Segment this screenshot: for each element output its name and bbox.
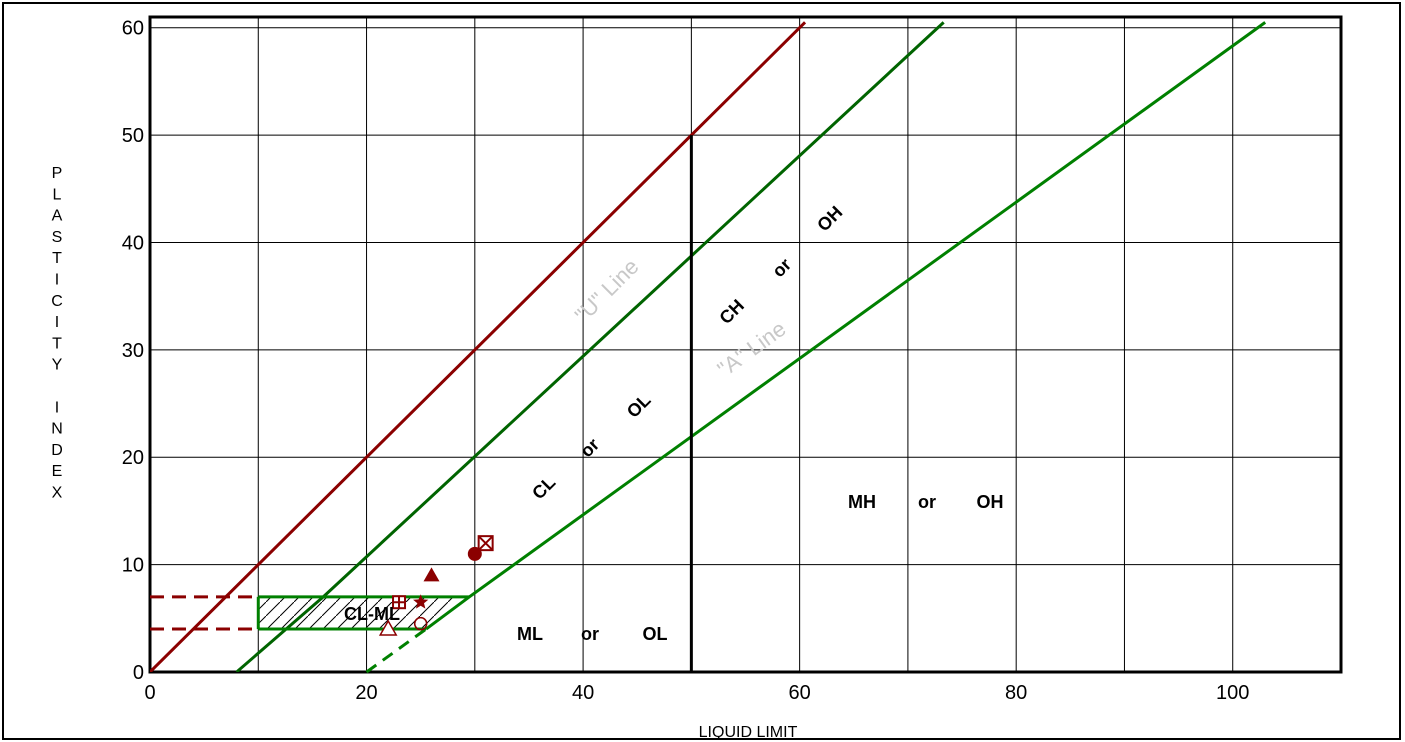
x-tick-label: 80 — [1005, 682, 1027, 704]
y-tick-label: 60 — [122, 18, 144, 40]
zone-label-cl: CL — [528, 472, 559, 503]
data-point-square-x — [477, 535, 494, 552]
zone-label-ml: ML — [517, 624, 543, 644]
zone-label-mh: MH — [848, 492, 876, 512]
x-tick-label: 0 — [144, 682, 155, 704]
zone-label-oh: OH — [813, 202, 846, 235]
y-tick-label: 20 — [122, 447, 144, 469]
zone-label-mh-oh: OH — [977, 492, 1004, 512]
x-axis-label: LIQUID LIMIT — [699, 724, 798, 741]
zone-label-cl-ml: CL-ML — [344, 604, 400, 624]
u-line-label: "U" Line — [570, 254, 644, 328]
zone-label-ml-or: or — [581, 624, 599, 644]
tick-labels: 0 20 40 60 80 100 0 10 20 30 40 50 60 — [122, 18, 1250, 704]
data-point-triangle-open — [378, 619, 398, 636]
y-tick-label: 40 — [122, 232, 144, 254]
x-tick-label: 60 — [789, 682, 811, 704]
x-tick-label: 20 — [355, 682, 377, 704]
zone-label-ch: CH — [715, 295, 748, 328]
u-line — [235, 21, 945, 672]
x-tick-label: 100 — [1216, 682, 1249, 704]
y-tick-label: 30 — [122, 340, 144, 362]
data-point-circle-open — [413, 616, 428, 631]
zone-label-ch-or: or — [768, 254, 795, 281]
one-to-one-line — [150, 21, 807, 672]
y-tick-label: 0 — [133, 662, 144, 684]
cl-ml-zone — [258, 596, 470, 630]
y-tick-label: 50 — [122, 125, 144, 147]
y-tick-label: 10 — [122, 555, 144, 577]
a-line-dashed — [365, 627, 427, 674]
data-points — [378, 535, 494, 636]
plot-border — [148, 15, 1343, 674]
zone-label-ml-ol: OL — [643, 624, 668, 644]
reference-lines — [150, 21, 1267, 674]
data-point-triangle-filled — [423, 567, 440, 582]
zone-label-mh-or: or — [918, 492, 936, 512]
x-tick-label: 40 — [572, 682, 594, 704]
zone-label-ol: OL — [623, 390, 655, 422]
data-point-square-cross — [392, 595, 407, 610]
data-point-star — [413, 594, 429, 609]
grid — [148, 15, 1343, 674]
